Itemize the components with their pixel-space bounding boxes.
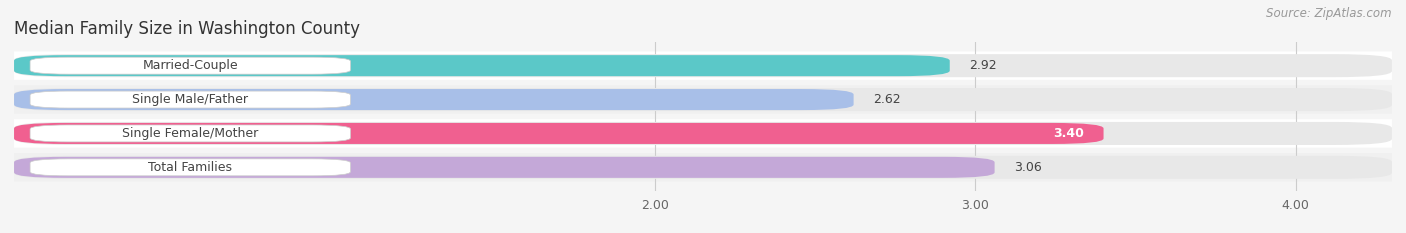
FancyBboxPatch shape	[30, 57, 350, 74]
FancyBboxPatch shape	[30, 91, 350, 108]
Text: Married-Couple: Married-Couple	[142, 59, 238, 72]
FancyBboxPatch shape	[14, 54, 1392, 77]
FancyBboxPatch shape	[30, 159, 350, 176]
FancyBboxPatch shape	[14, 89, 853, 110]
FancyBboxPatch shape	[14, 153, 1392, 182]
Text: Total Families: Total Families	[148, 161, 232, 174]
FancyBboxPatch shape	[14, 51, 1392, 80]
Text: 3.40: 3.40	[1053, 127, 1084, 140]
FancyBboxPatch shape	[30, 125, 350, 142]
Text: Single Male/Father: Single Male/Father	[132, 93, 249, 106]
FancyBboxPatch shape	[14, 55, 949, 76]
Text: 2.92: 2.92	[969, 59, 997, 72]
FancyBboxPatch shape	[14, 119, 1392, 148]
FancyBboxPatch shape	[14, 157, 994, 178]
FancyBboxPatch shape	[14, 122, 1392, 145]
FancyBboxPatch shape	[14, 156, 1392, 179]
Text: Source: ZipAtlas.com: Source: ZipAtlas.com	[1267, 7, 1392, 20]
FancyBboxPatch shape	[14, 85, 1392, 114]
FancyBboxPatch shape	[14, 123, 1104, 144]
Text: Single Female/Mother: Single Female/Mother	[122, 127, 259, 140]
Text: Median Family Size in Washington County: Median Family Size in Washington County	[14, 20, 360, 38]
Text: 3.06: 3.06	[1014, 161, 1042, 174]
FancyBboxPatch shape	[14, 88, 1392, 111]
Text: 2.62: 2.62	[873, 93, 900, 106]
